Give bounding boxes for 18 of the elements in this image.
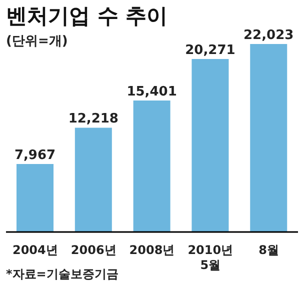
bar — [133, 100, 170, 232]
data-label: 7,967 — [14, 148, 56, 163]
chart-title: 벤처기업 수 추이 — [6, 3, 168, 30]
x-tick-label: 2006년 — [70, 243, 116, 257]
text: *자료=기술보증기금 — [6, 266, 118, 283]
chart-subtitle: (단위=개) — [6, 33, 68, 50]
data-label: 20,271 — [185, 42, 236, 58]
bar — [192, 58, 229, 232]
data-label: 12,218 — [68, 112, 118, 127]
x-tick-label: 8월 — [258, 243, 279, 257]
bar — [250, 44, 288, 232]
bar — [74, 128, 112, 232]
bar — [16, 164, 54, 232]
data-label: 15,401 — [126, 84, 177, 100]
data-label: 22,023 — [244, 28, 294, 43]
x-tick-label: 2004년 — [12, 243, 58, 257]
x-tick-label: 2010년 5월 — [188, 243, 234, 272]
x-tick-label: 2008년 — [129, 243, 175, 257]
